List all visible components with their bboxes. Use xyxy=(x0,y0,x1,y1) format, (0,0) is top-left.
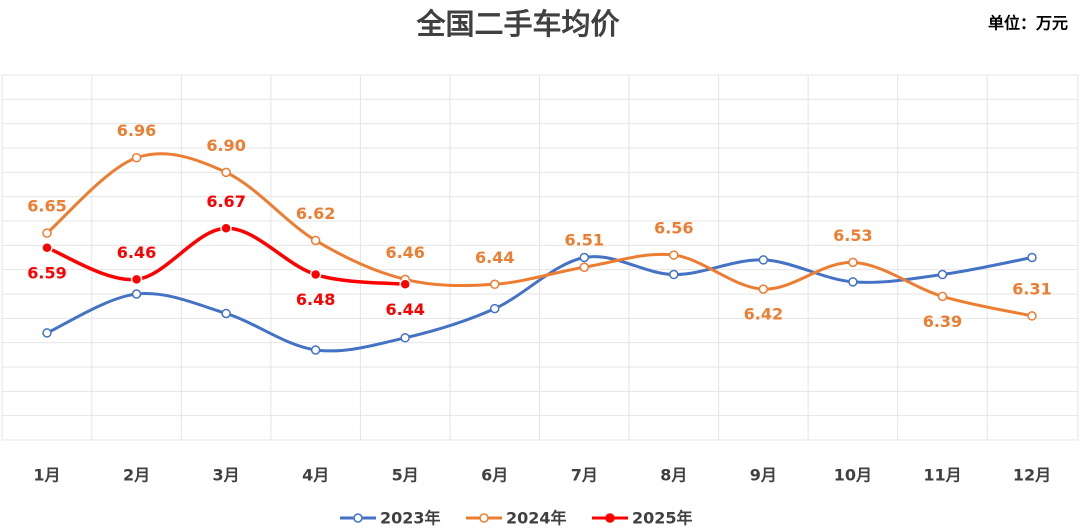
data-label: 6.51 xyxy=(565,231,604,250)
data-point xyxy=(220,222,232,235)
data-point xyxy=(579,262,590,272)
x-tick-label: 3月 xyxy=(213,466,240,485)
data-point xyxy=(937,291,948,302)
data-point xyxy=(399,278,411,291)
data-point xyxy=(400,333,410,343)
data-point xyxy=(41,242,53,254)
x-tick-label: 9月 xyxy=(750,466,777,485)
grid xyxy=(1,74,1079,441)
data-point xyxy=(42,228,52,238)
data-point xyxy=(131,152,142,163)
data-label: 6.46 xyxy=(385,243,424,262)
x-tick-label: 7月 xyxy=(571,466,598,485)
data-point xyxy=(669,250,679,260)
series-line xyxy=(46,226,406,287)
x-tick-label: 4月 xyxy=(302,466,329,485)
unit-label: 单位：万元 xyxy=(988,14,1068,33)
data-point xyxy=(1027,311,1037,321)
data-label: 6.62 xyxy=(296,204,335,223)
data-point xyxy=(489,279,500,290)
data-label: 6.56 xyxy=(654,219,693,238)
data-point xyxy=(42,328,52,338)
data-point xyxy=(489,303,500,314)
data-point xyxy=(221,167,231,178)
data-label: 6.90 xyxy=(206,136,245,155)
data-label: 6.48 xyxy=(296,290,335,309)
data-label: 6.44 xyxy=(385,300,424,319)
data-point xyxy=(130,273,143,286)
data-point xyxy=(309,268,322,281)
series-line xyxy=(46,255,1033,353)
data-label: 6.44 xyxy=(475,248,514,267)
legend-label: 2025年 xyxy=(632,509,693,528)
data-point xyxy=(848,277,858,287)
data-point xyxy=(1027,252,1037,263)
data-point xyxy=(848,257,858,268)
data-label: 6.96 xyxy=(117,121,156,140)
data-label: 6.53 xyxy=(833,226,872,245)
x-tick-label: 5月 xyxy=(392,466,419,485)
legend-label: 2023年 xyxy=(380,509,441,528)
legend-swatch xyxy=(479,513,489,523)
data-label: 6.31 xyxy=(1012,279,1051,298)
data-point xyxy=(221,308,231,319)
data-label: 6.59 xyxy=(27,263,66,282)
legend-label: 2024年 xyxy=(506,509,567,528)
legend-swatch xyxy=(353,513,363,523)
legend-swatch xyxy=(605,513,615,523)
data-label: 6.42 xyxy=(744,305,783,324)
x-tick-label: 2月 xyxy=(123,466,150,485)
data-label: 6.39 xyxy=(923,312,962,331)
data-label: 6.65 xyxy=(27,197,66,216)
x-tick-label: 12月 xyxy=(1013,466,1051,485)
data-label: 6.46 xyxy=(117,243,156,262)
chart-title: 全国二手车均价 xyxy=(415,7,620,41)
x-tick-label: 11月 xyxy=(923,466,961,485)
x-tick-label: 10月 xyxy=(834,466,872,485)
data-point xyxy=(310,235,321,246)
data-point xyxy=(758,284,769,294)
x-tick-label: 1月 xyxy=(33,466,60,485)
data-point xyxy=(310,345,321,355)
data-point xyxy=(758,255,769,265)
data-point xyxy=(579,252,590,263)
data-point xyxy=(669,269,679,280)
x-tick-label: 6月 xyxy=(481,466,508,485)
data-point xyxy=(131,289,142,299)
data-label: 6.67 xyxy=(206,192,245,211)
x-tick-label: 8月 xyxy=(660,466,687,485)
data-point xyxy=(937,269,948,280)
